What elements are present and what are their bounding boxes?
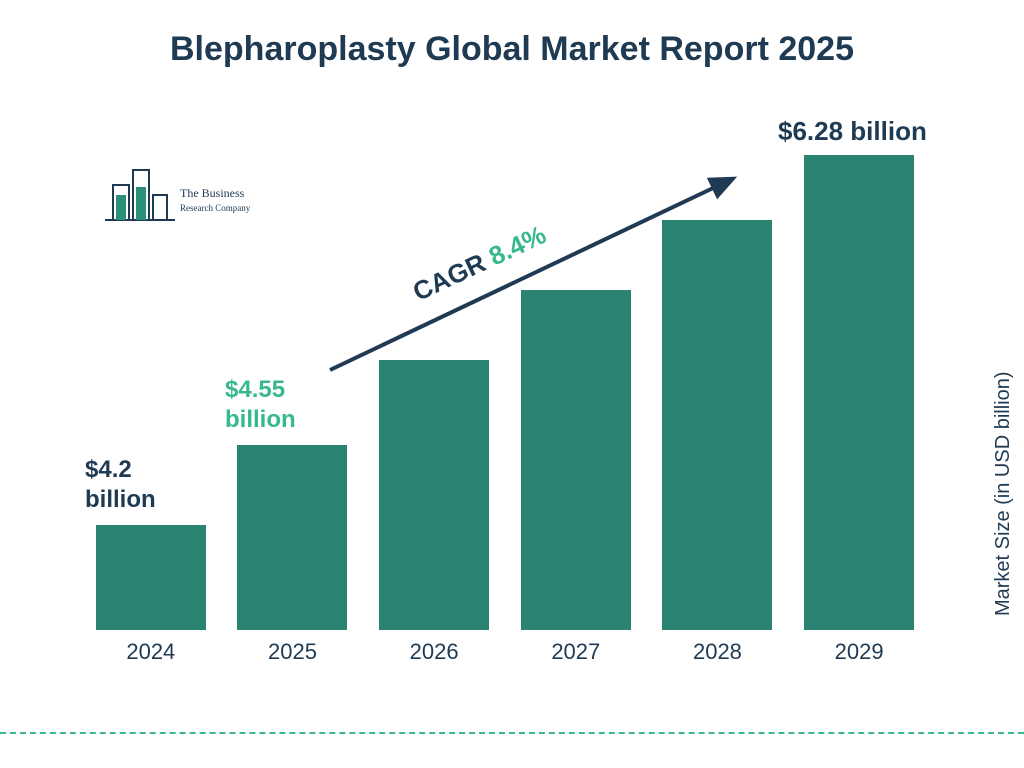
- bar-rect: [804, 155, 914, 630]
- bar-rect: [521, 290, 631, 630]
- value-label-2: $6.28 billion: [778, 115, 927, 148]
- x-tick-label: 2026: [379, 639, 489, 665]
- value-label-0: $4.2 billion: [85, 455, 156, 515]
- bar-2029: 2029: [804, 155, 914, 630]
- bar-rect: [237, 445, 347, 630]
- bar-rect: [379, 360, 489, 630]
- x-tick-label: 2025: [237, 639, 347, 665]
- bar-2025: 2025: [237, 445, 347, 630]
- x-tick-label: 2024: [96, 639, 206, 665]
- bar-2026: 2026: [379, 360, 489, 630]
- chart-title: Blepharoplasty Global Market Report 2025: [0, 30, 1024, 69]
- x-tick-label: 2028: [662, 639, 772, 665]
- bar-chart: 2024 2025 2026 2027 2028 2029: [80, 130, 930, 670]
- bar-2024: 2024: [96, 525, 206, 630]
- bar-2027: 2027: [521, 290, 631, 630]
- y-axis-label: Market Size (in USD billion): [993, 372, 1016, 617]
- bar-rect: [662, 220, 772, 630]
- value-label-1: $4.55 billion: [225, 375, 296, 435]
- x-tick-label: 2027: [521, 639, 631, 665]
- x-tick-label: 2029: [804, 639, 914, 665]
- bottom-dashed-border: [0, 732, 1024, 734]
- bar-2028: 2028: [662, 220, 772, 630]
- bars-container: 2024 2025 2026 2027 2028 2029: [80, 130, 930, 630]
- bar-rect: [96, 525, 206, 630]
